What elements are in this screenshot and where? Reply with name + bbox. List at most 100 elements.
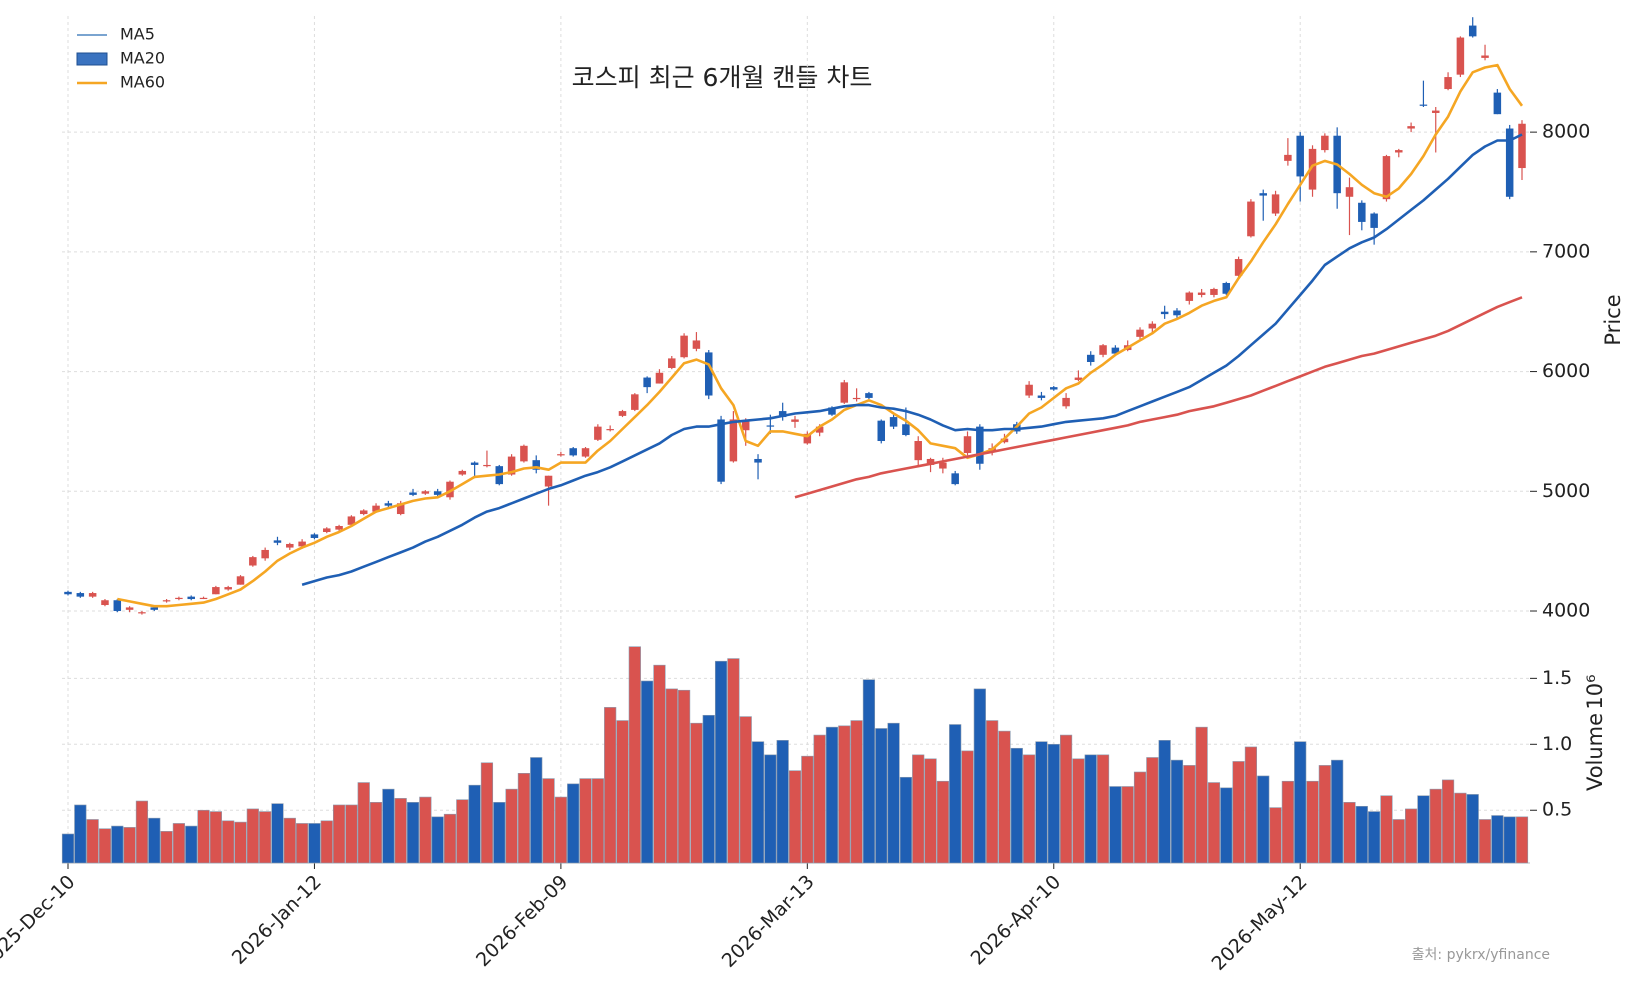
- candle-body: [618, 411, 627, 416]
- candle-body: [1148, 323, 1157, 329]
- candle-body: [704, 352, 713, 396]
- candle-body: [1222, 282, 1231, 294]
- candle-body: [1382, 156, 1391, 200]
- candle-body: [175, 597, 183, 600]
- volume-bar: [714, 660, 728, 864]
- y-tick-label: 4000: [1542, 600, 1590, 622]
- candle-body: [754, 458, 762, 463]
- volume-bar: [678, 689, 691, 864]
- candle-body: [1074, 377, 1083, 380]
- candle-body: [803, 433, 812, 444]
- candle-body: [359, 510, 368, 515]
- volume-bar: [973, 688, 986, 864]
- candle-body: [668, 358, 676, 368]
- volume-bar: [1207, 782, 1221, 864]
- candle-body: [643, 377, 651, 388]
- candle-body: [976, 426, 984, 464]
- volume-bar: [604, 707, 617, 864]
- candle-body: [396, 503, 405, 515]
- volume-bar: [1454, 792, 1467, 864]
- candle-body: [483, 464, 491, 467]
- volume-offset-label: 10⁶: [1583, 674, 1607, 709]
- candle-body: [889, 417, 898, 427]
- volume-tick-label: 1.0: [1542, 733, 1572, 755]
- volume-bar: [1023, 754, 1036, 864]
- volume-bar: [912, 754, 925, 864]
- candle-body: [1493, 92, 1502, 115]
- legend-label: MA5: [120, 25, 155, 44]
- candle-body: [594, 426, 602, 440]
- candle-body: [717, 419, 725, 482]
- candle-body: [655, 372, 664, 384]
- candle-body: [1210, 288, 1218, 295]
- volume-bar: [308, 823, 321, 864]
- volume-bar: [172, 823, 185, 864]
- candle-body: [1025, 384, 1033, 396]
- volume-bar: [1294, 741, 1307, 864]
- candle-body: [162, 600, 171, 602]
- candle-body: [323, 528, 331, 532]
- volume-bar: [480, 762, 494, 864]
- volume-bar: [838, 725, 851, 864]
- volume-bar: [123, 827, 136, 864]
- candle-body: [1197, 292, 1206, 295]
- volume-bar: [702, 714, 715, 864]
- volume-bar: [1441, 779, 1455, 864]
- volume-bar: [456, 799, 469, 864]
- candle-body: [791, 419, 799, 422]
- source-note: 출처: pykrx/yfinance: [1412, 947, 1550, 963]
- volume-bar: [1466, 794, 1479, 864]
- candle-body: [852, 397, 861, 400]
- volume-bar: [517, 773, 531, 864]
- candle-body: [1247, 201, 1255, 237]
- candle-body: [125, 607, 134, 610]
- volume-bar: [1417, 795, 1430, 864]
- volume-bar: [616, 720, 629, 864]
- volume-bar: [468, 784, 481, 864]
- volume-bar: [887, 722, 900, 864]
- candle-body: [520, 445, 528, 462]
- volume-bar: [1170, 759, 1184, 864]
- volume-bar: [61, 833, 75, 864]
- candle-body: [1358, 202, 1366, 222]
- candle-body: [199, 597, 208, 600]
- candle-body: [286, 543, 294, 548]
- candle-body: [766, 425, 775, 427]
- candle-body: [1407, 126, 1415, 129]
- volume-bar: [986, 720, 999, 864]
- volume-bar: [185, 825, 198, 864]
- x-tick-label: 2025-Dec-10: [0, 871, 79, 974]
- candle-body: [1370, 213, 1378, 228]
- candle-body: [557, 454, 565, 456]
- chart-title: 코스피 최근 6개월 캔들 차트: [572, 63, 873, 92]
- volume-bar: [653, 664, 666, 864]
- volume-bar: [1183, 765, 1196, 864]
- volume-bar: [862, 679, 876, 864]
- volume-bar: [431, 816, 444, 864]
- volume-bar: [899, 776, 912, 864]
- candle-body: [433, 491, 442, 495]
- volume-bar: [345, 804, 358, 864]
- candle-body: [729, 419, 738, 462]
- candle-body: [1468, 25, 1477, 37]
- candle-body: [446, 481, 454, 498]
- candle-body: [963, 436, 972, 453]
- volume-bar: [690, 722, 703, 864]
- volume-tick-label: 1.5: [1542, 667, 1572, 689]
- volume-bar: [148, 817, 161, 864]
- candle-body: [581, 448, 590, 457]
- candle-body: [273, 540, 282, 543]
- volume-bar: [801, 755, 814, 864]
- candle-body: [507, 456, 516, 475]
- y-tick-label: 7000: [1542, 240, 1590, 262]
- volume-bar: [1047, 743, 1060, 864]
- volume-bar: [739, 716, 752, 864]
- volume-bar: [1281, 780, 1294, 864]
- volume-bar: [1232, 761, 1245, 864]
- volume-bar: [1515, 816, 1529, 864]
- candle-body: [76, 593, 85, 597]
- grid: [62, 16, 1530, 863]
- volume-bar: [1405, 808, 1418, 864]
- candle-body: [1111, 347, 1120, 354]
- volume-bar: [443, 813, 457, 864]
